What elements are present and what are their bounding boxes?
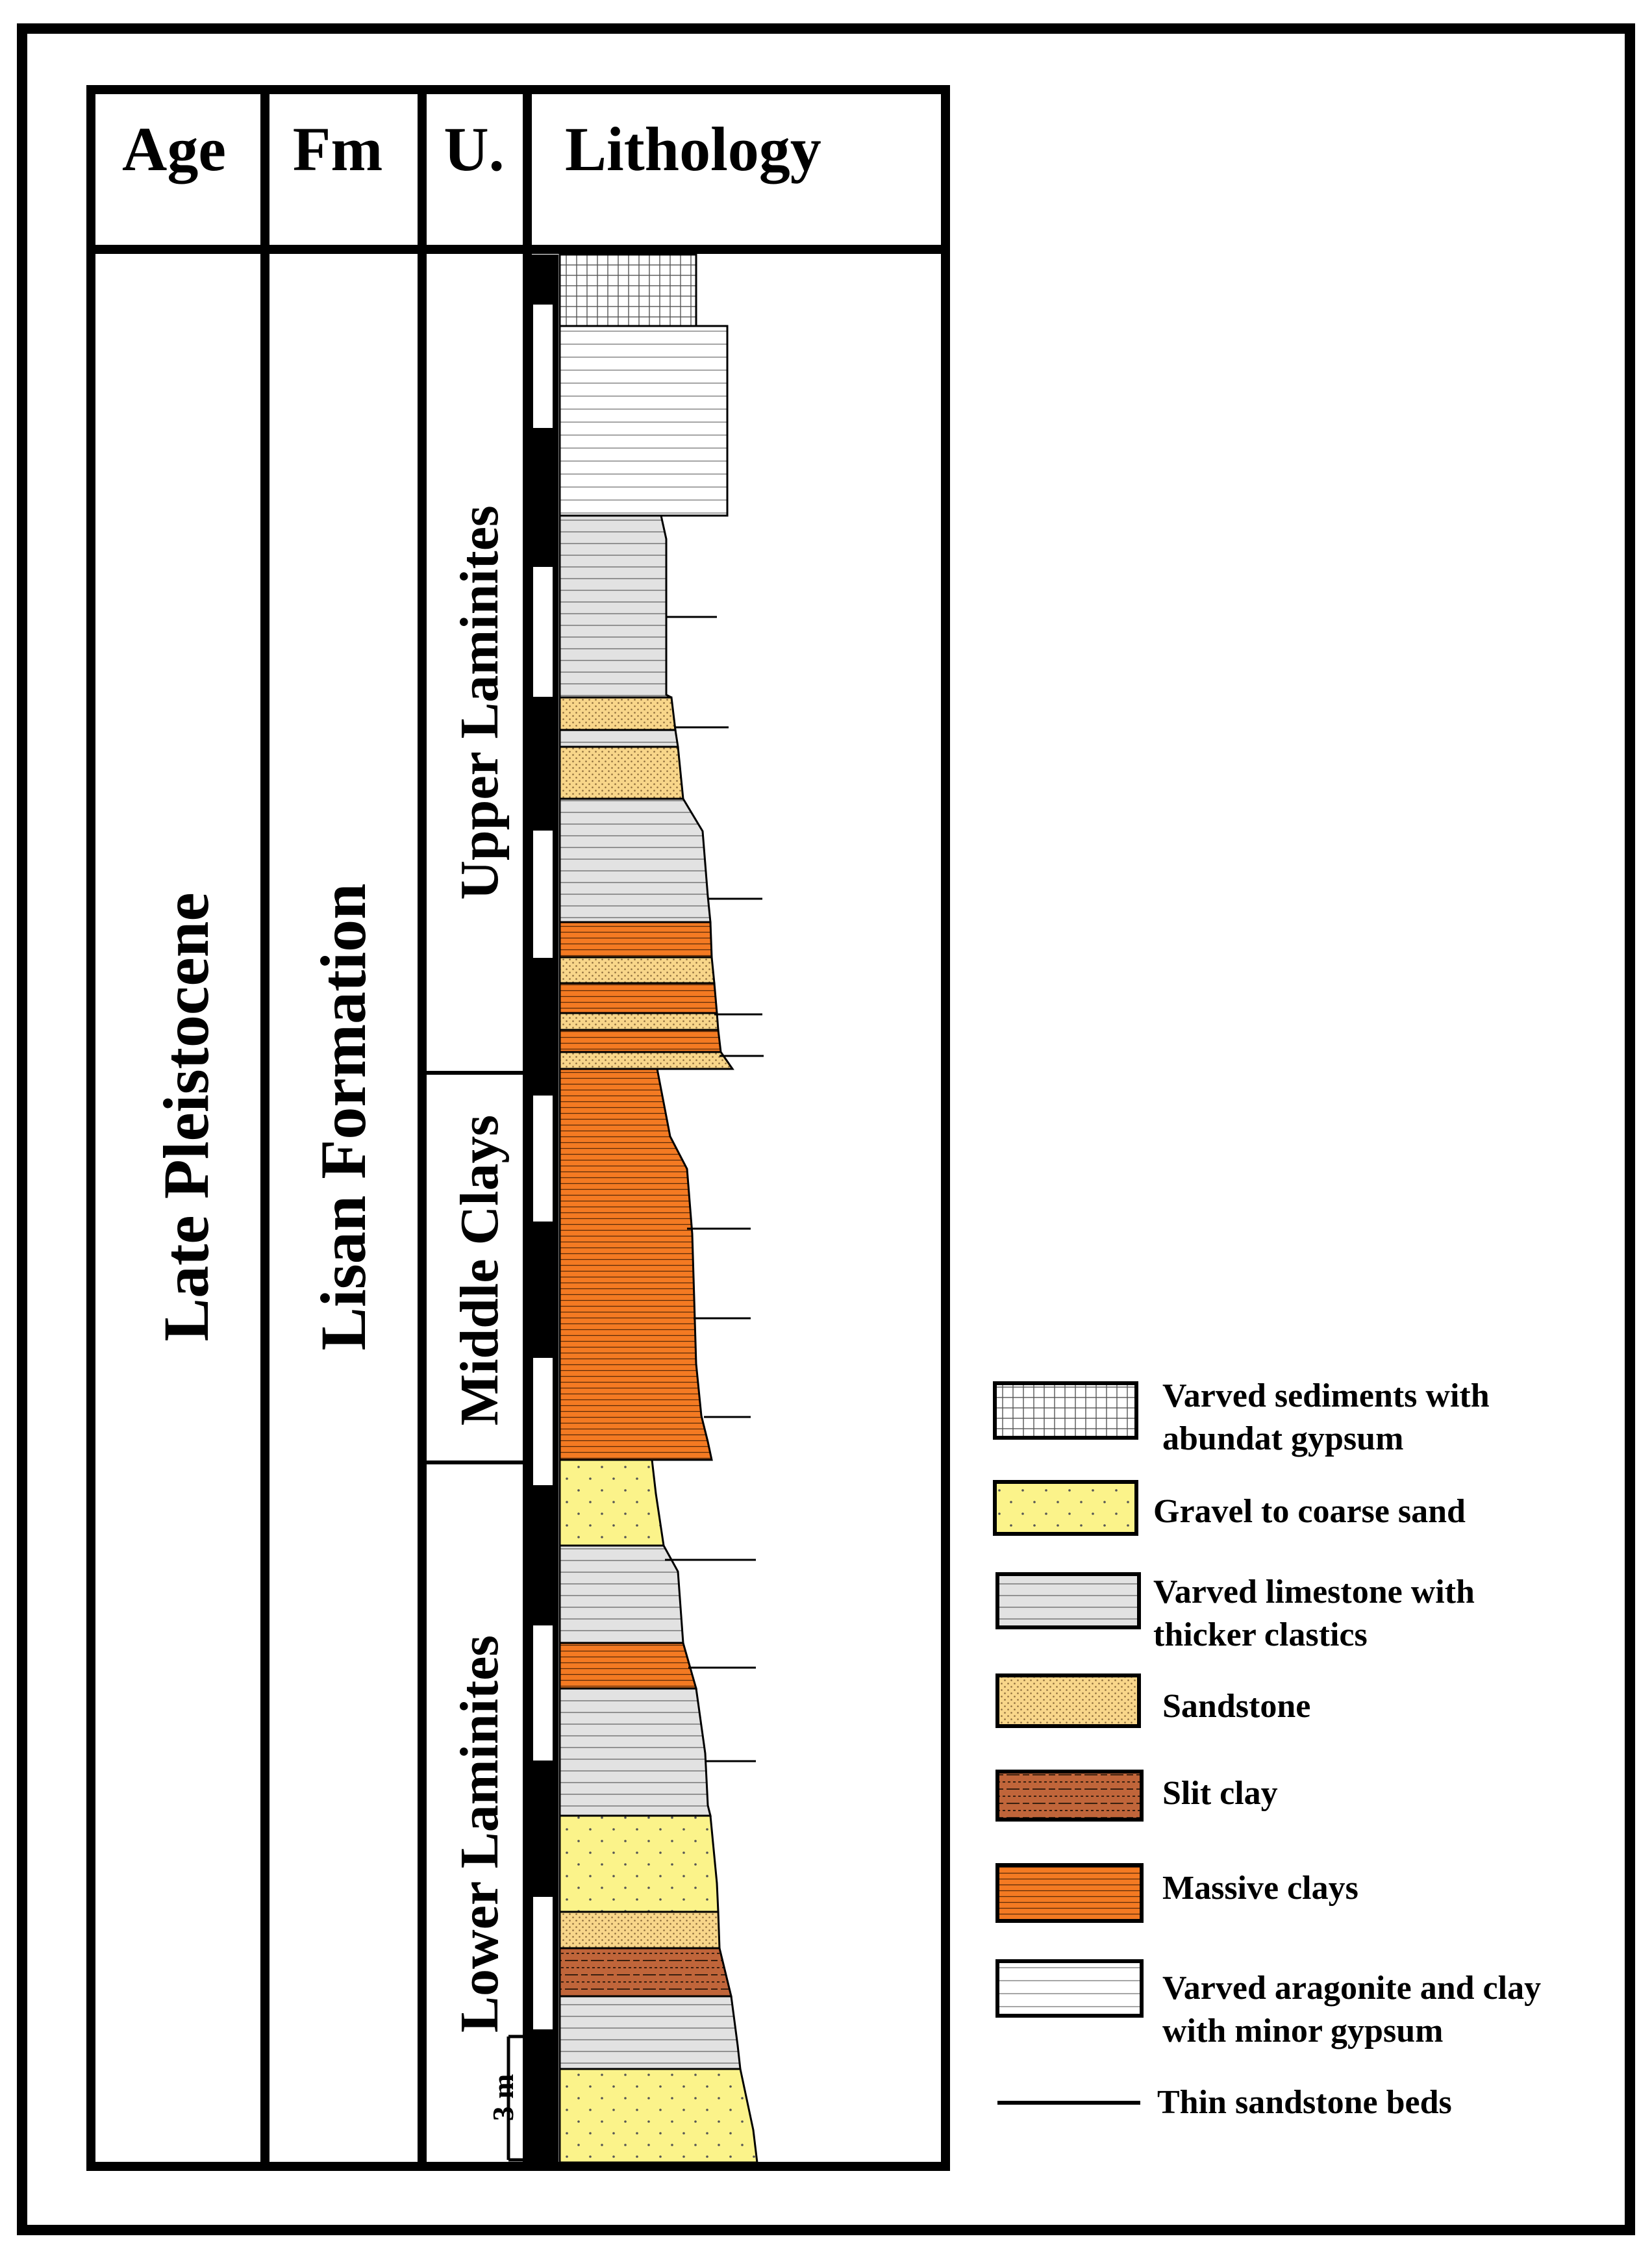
bed-limestone-lower-1 bbox=[558, 1544, 684, 1644]
bed-limestone-lower-3 bbox=[558, 1995, 742, 2070]
legend-label: Gravel to coarse sand bbox=[1153, 1493, 1466, 1530]
meter-ticks bbox=[527, 255, 558, 2166]
legend-swatch-gypsum bbox=[993, 1381, 1138, 1440]
bed-gravel-lower-2 bbox=[558, 1814, 720, 1913]
header-lithology: Lithology bbox=[565, 114, 821, 184]
scale-bar bbox=[507, 2035, 523, 2162]
legend-swatch-limestone bbox=[995, 1572, 1141, 1629]
bed-clay-upper-3 bbox=[558, 1029, 722, 1053]
bed-clay-lower-1 bbox=[558, 1642, 697, 1690]
bed-limestone-lower-2 bbox=[558, 1687, 712, 1817]
header-unit: U. bbox=[444, 114, 504, 184]
bed-sandstone-upper-1 bbox=[558, 696, 677, 731]
bed-sandstone-upper-5 bbox=[558, 1051, 734, 1070]
bed-sandstone-lower bbox=[558, 1911, 721, 1949]
legend-label: Varved aragonite and clay bbox=[1162, 1970, 1541, 2007]
legend-label: with minor gypsum bbox=[1162, 2012, 1443, 2049]
bed-siltclay-lower bbox=[558, 1947, 732, 1998]
unit-upper-laminites: Upper Laminites bbox=[449, 505, 510, 899]
bed-clay-upper-1 bbox=[558, 921, 713, 959]
bed-aragonite-top bbox=[558, 325, 729, 517]
formation-label: Lisan Formation bbox=[307, 883, 379, 1350]
bed-limestone-upper-1 bbox=[558, 514, 672, 699]
age-label: Late Pleistocene bbox=[150, 892, 222, 1341]
bed-clay-upper-2 bbox=[558, 982, 718, 1014]
legend-label: Varved sediments with bbox=[1162, 1377, 1490, 1414]
legend-label: Slit clay bbox=[1162, 1775, 1278, 1812]
bed-limestone-upper-2 bbox=[558, 729, 679, 748]
unit-middle-clays: Middle Clays bbox=[449, 1115, 510, 1425]
bed-gravel-lower-3 bbox=[558, 2068, 758, 2164]
bed-gravel-lower-1 bbox=[558, 1459, 665, 1547]
legend-swatch-siltclay bbox=[995, 1770, 1144, 1822]
legend-swatch-clay bbox=[995, 1863, 1144, 1923]
outer-border bbox=[17, 23, 1635, 2235]
header-age: Age bbox=[122, 114, 226, 184]
scale-label: 3 m bbox=[486, 2074, 519, 2122]
legend: Varved sediments with abundat gypsum Gra… bbox=[993, 1377, 1541, 2121]
bed-sandstone-upper-4 bbox=[558, 1012, 720, 1031]
unit-lower-laminites: Lower Laminites bbox=[449, 1635, 510, 2033]
legend-label: Sandstone bbox=[1162, 1688, 1310, 1725]
legend-swatch-sandstone bbox=[995, 1673, 1141, 1728]
thin-sandstone-lines bbox=[665, 616, 764, 1762]
bed-sandstone-upper-2 bbox=[558, 746, 684, 800]
legend-label: Thin sandstone beds bbox=[1157, 2084, 1452, 2121]
bed-limestone-upper-3 bbox=[558, 797, 712, 923]
legend-swatch-gravel bbox=[993, 1480, 1138, 1536]
legend-label: thicker clastics bbox=[1153, 1616, 1368, 1653]
bed-sandstone-upper-3 bbox=[558, 956, 716, 984]
legend-label: Massive clays bbox=[1162, 1870, 1358, 1907]
legend-label: Varved limestone with bbox=[1153, 1573, 1475, 1611]
lithology-column bbox=[558, 253, 758, 2164]
legend-swatch-aragonite bbox=[995, 1959, 1144, 2018]
bed-clay-middle bbox=[558, 1068, 713, 1461]
bed-gypsum-varved bbox=[558, 253, 697, 327]
legend-label: abundat gypsum bbox=[1162, 1420, 1403, 1457]
header-fm: Fm bbox=[293, 114, 383, 184]
